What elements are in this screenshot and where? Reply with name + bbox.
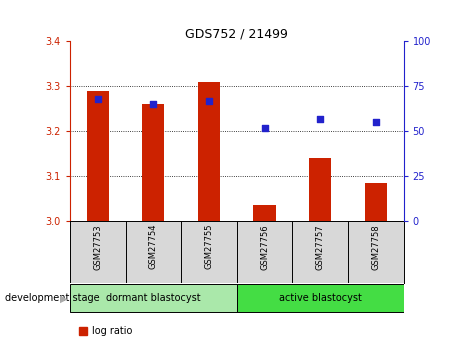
- Text: GSM27756: GSM27756: [260, 224, 269, 269]
- Bar: [142, 104, 165, 221]
- Text: GSM27753: GSM27753: [93, 224, 102, 269]
- Title: GDS752 / 21499: GDS752 / 21499: [185, 27, 288, 40]
- Text: GSM27758: GSM27758: [371, 224, 380, 269]
- Text: ▶: ▶: [60, 294, 68, 303]
- Point: [94, 96, 101, 101]
- Text: GSM27755: GSM27755: [204, 224, 213, 269]
- Point: [261, 125, 268, 130]
- Text: active blastocyst: active blastocyst: [279, 294, 362, 303]
- Point: [372, 119, 379, 125]
- Bar: [365, 183, 387, 221]
- Bar: [198, 82, 220, 221]
- Text: dormant blastocyst: dormant blastocyst: [106, 294, 201, 303]
- Text: GSM27754: GSM27754: [149, 224, 158, 269]
- Bar: [87, 91, 109, 221]
- Bar: [237, 284, 404, 313]
- Bar: [70, 284, 237, 313]
- Text: GSM27757: GSM27757: [316, 224, 325, 269]
- Point: [150, 101, 157, 107]
- Text: development stage: development stage: [5, 294, 99, 303]
- Point: [317, 116, 324, 121]
- Point: [205, 98, 212, 104]
- Text: log ratio: log ratio: [92, 326, 132, 336]
- Bar: [309, 158, 331, 221]
- Bar: [253, 205, 276, 221]
